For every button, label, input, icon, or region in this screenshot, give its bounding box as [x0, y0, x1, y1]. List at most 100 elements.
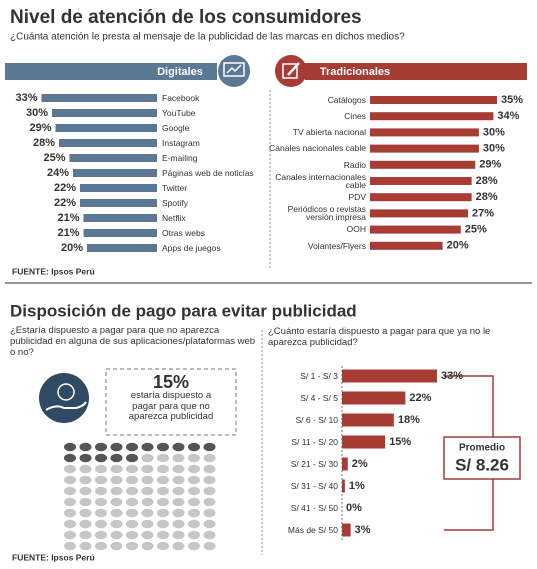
waffle-dot [157, 453, 169, 463]
panel-label: Tradicionales [320, 66, 390, 78]
waffle-dot [64, 442, 76, 452]
waffle-dot [64, 486, 76, 496]
waffle-dot [188, 475, 200, 485]
waffle-dot [126, 453, 138, 463]
waffle-dot [188, 497, 200, 507]
subtitle: ¿Cuánta atención le presta al mensaje de… [10, 32, 405, 43]
category-label-box: Páginas web de noticias [162, 169, 254, 178]
average-title: Promedio [459, 443, 505, 454]
average-box [443, 436, 521, 480]
waffle-dot [126, 464, 138, 474]
waffle-dot [110, 464, 123, 474]
category-label-box: Netflix [162, 214, 186, 223]
waffle-dot [126, 442, 138, 452]
waffle-dot [95, 508, 107, 518]
bar [69, 154, 157, 162]
bar [342, 391, 406, 405]
waffle-dot [95, 519, 107, 529]
subtitle: ¿Cuánto estaría dispuesto a pagar para q… [268, 326, 491, 348]
waffle-dot [157, 464, 169, 474]
value-label: 33% [15, 92, 37, 104]
waffle-dot [172, 475, 185, 485]
bar [342, 457, 348, 471]
category-label-box: S/ 21 - S/ 30 [291, 460, 338, 469]
value-label: 18% [398, 414, 420, 426]
category-label-box: S/ 41 - S/ 50 [291, 504, 338, 513]
category-label-box: Canales nacionales cable [269, 143, 366, 154]
waffle-dot [95, 464, 107, 474]
category-label: Volantes/Flyers [307, 240, 366, 251]
value-label: 1% [349, 480, 365, 492]
category-label: Twitter [162, 182, 188, 193]
waffle-dot [126, 486, 138, 496]
icon-shape [226, 64, 242, 74]
waffle-dot [64, 541, 76, 551]
waffle-dot [79, 453, 92, 463]
category-label-box: PDV [349, 193, 366, 202]
waffle-dot [110, 530, 123, 540]
waffle-dot [110, 519, 123, 529]
icon-shape [223, 62, 245, 77]
category-label-box: Volantes/Flyers [307, 240, 366, 251]
category-label: YouTube [162, 107, 196, 118]
waffle-dot [126, 541, 138, 551]
bar [342, 369, 438, 383]
waffle-dot [203, 541, 216, 551]
waffle-dot [172, 541, 185, 551]
value-label: 33% [441, 370, 463, 382]
category-label: Canales nacionales cable [269, 143, 366, 154]
category-label-box: YouTube [162, 107, 196, 118]
bar [83, 229, 157, 237]
waffle-dot [157, 486, 169, 496]
category-label-box: Más de S/ 50 [288, 526, 338, 535]
waffle-dot [172, 464, 185, 474]
bar [342, 413, 394, 427]
average-value: S/ 8.26 [455, 455, 509, 474]
waffle-dot [126, 530, 138, 540]
bar [342, 435, 386, 449]
waffle-dot [79, 475, 92, 485]
category-label: S/ 6 - S/ 10 [295, 414, 338, 425]
waffle-dot [110, 453, 123, 463]
value-label: 2% [352, 458, 368, 470]
annotation: estaría dispuesto a pagar para que no ap… [128, 391, 214, 422]
waffle-dot [126, 519, 138, 529]
waffle-dot [157, 519, 169, 529]
waffle-dot [64, 475, 76, 485]
section-title: Nivel de atención de los consumidores [10, 7, 362, 28]
waffle-dot [79, 519, 92, 529]
value-label: 20% [447, 240, 469, 252]
bar [55, 124, 157, 132]
waffle-dot [141, 519, 154, 529]
waffle-dot [126, 475, 138, 485]
bar [370, 177, 472, 185]
category-label: S/ 11 - S/ 20 [291, 436, 338, 447]
waffle-dot [172, 453, 185, 463]
bar [370, 96, 498, 104]
waffle-dot [203, 464, 216, 474]
waffle-dot [203, 508, 216, 518]
waffle-dot [110, 475, 123, 485]
category-label-box: TV abierta nacional [292, 127, 366, 138]
icon [39, 373, 89, 423]
category-label: Spotify [162, 197, 188, 208]
category-label: Catálogos [327, 94, 366, 105]
subtitle-box: ¿Cuánto estaría dispuesto a pagar para q… [268, 326, 491, 348]
category-label-box: Spotify [162, 197, 188, 208]
waffle-dot [188, 464, 200, 474]
value-label: 24% [47, 167, 69, 179]
category-label: S/ 4 - S/ 5 [300, 392, 338, 403]
value-label: 3% [355, 524, 371, 536]
value-label: 30% [483, 143, 505, 155]
category-label: S/ 31 - S/ 40 [290, 480, 338, 491]
waffle-dot [141, 508, 154, 518]
waffle-dot [95, 442, 107, 452]
category-label-box: Catálogos [327, 94, 366, 105]
category-label-box: Instagram [162, 139, 200, 148]
waffle [64, 442, 216, 551]
category-label: TV abierta nacional [292, 127, 366, 138]
value-label: 29% [29, 122, 51, 134]
bar [87, 244, 157, 252]
header-strip [305, 63, 527, 80]
